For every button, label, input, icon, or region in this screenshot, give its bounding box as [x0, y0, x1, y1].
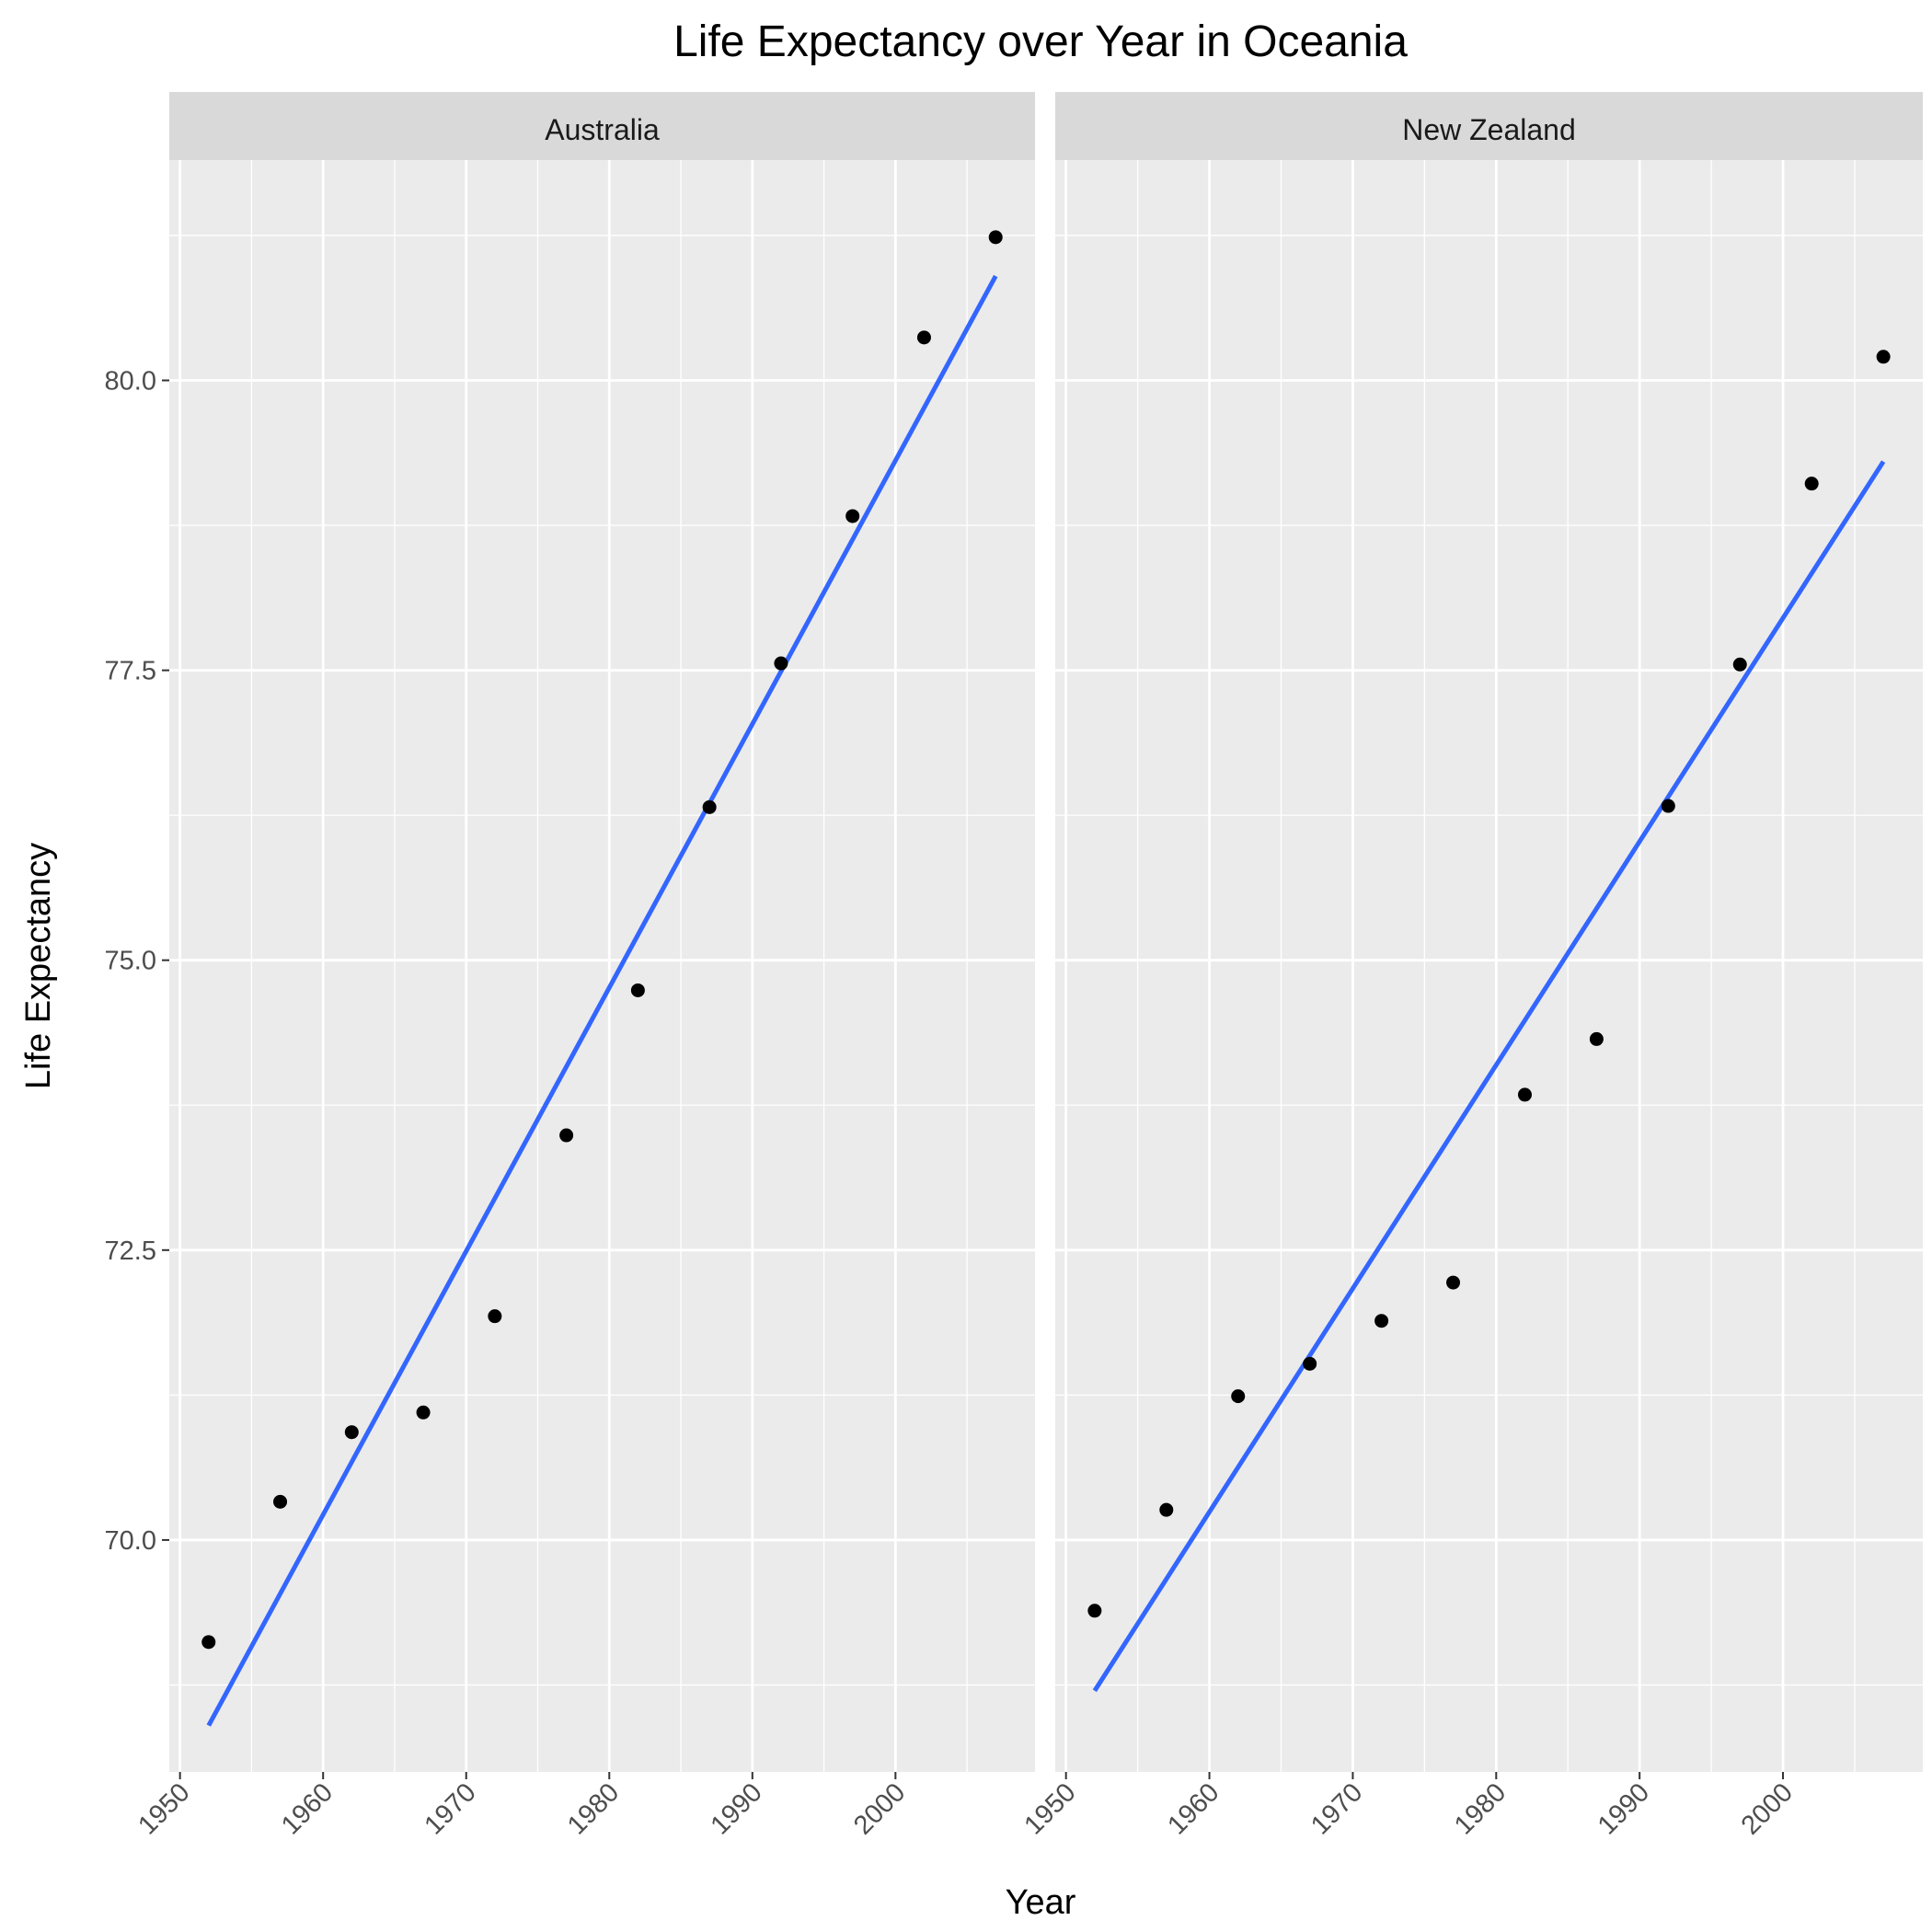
facet-strip [169, 92, 1035, 160]
data-point [1517, 1087, 1532, 1102]
y-tick-label: 70.0 [105, 1526, 156, 1556]
data-point [488, 1309, 502, 1324]
data-point [1661, 799, 1675, 813]
data-point [702, 799, 717, 814]
data-point [916, 330, 931, 345]
x-tick-label: 1960 [276, 1777, 339, 1840]
y-tick-label: 80.0 [105, 366, 156, 396]
data-point [1374, 1314, 1389, 1328]
data-point [273, 1494, 288, 1509]
facet-strip-label: New Zealand [1402, 113, 1576, 146]
data-point [1876, 350, 1891, 364]
y-tick-label: 77.5 [105, 657, 156, 686]
data-point [1446, 1275, 1461, 1290]
facet-strip-label: Australia [545, 113, 660, 146]
data-point [774, 656, 788, 671]
panel-new-zealand: New Zealand 1950 1960 1970 1980 1990 2000 [1018, 92, 1923, 1841]
panel-background [1055, 160, 1923, 1772]
y-axis: 70.0 72.5 75.0 77.5 80.0 [105, 366, 169, 1556]
panel-australia: Australia 1950 1960 1970 1980 1990 2000 [132, 92, 1035, 1841]
x-tick-label: 1970 [419, 1777, 481, 1840]
data-point [1732, 657, 1747, 672]
x-tick-label: 1990 [706, 1777, 768, 1840]
x-tick-label: 1950 [132, 1777, 195, 1840]
data-point [1231, 1389, 1246, 1404]
x-tick-label: 1950 [1018, 1777, 1081, 1840]
data-point [344, 1425, 359, 1440]
data-point [1303, 1356, 1317, 1371]
x-tick-label: 1960 [1162, 1777, 1225, 1840]
x-tick-label: 1970 [1305, 1777, 1368, 1840]
panel-background [169, 160, 1035, 1772]
facet-strip [1055, 92, 1923, 160]
data-point [1589, 1031, 1604, 1046]
x-tick-label: 2000 [1736, 1777, 1799, 1840]
data-point [559, 1128, 574, 1143]
x-axis-title: Year [1006, 1883, 1076, 1922]
x-tick-label: 1990 [1593, 1777, 1655, 1840]
data-point [988, 230, 1003, 245]
y-tick-label: 75.0 [105, 947, 156, 976]
data-point [1087, 1604, 1102, 1618]
y-tick-label: 72.5 [105, 1236, 156, 1266]
data-point [845, 509, 860, 523]
x-tick-label: 1980 [562, 1777, 625, 1840]
data-point [1159, 1502, 1174, 1517]
data-point [1804, 477, 1819, 491]
trend-line [1092, 460, 1886, 1693]
x-tick-label: 2000 [848, 1777, 911, 1840]
x-tick-label: 1980 [1449, 1777, 1512, 1840]
data-point [416, 1405, 431, 1420]
data-point [630, 983, 645, 997]
data-point [201, 1635, 216, 1650]
chart-title: Life Expectancy over Year in Oceania [673, 17, 1408, 66]
y-axis-title: Life Expectancy [19, 843, 58, 1089]
trend-line [206, 274, 998, 1727]
